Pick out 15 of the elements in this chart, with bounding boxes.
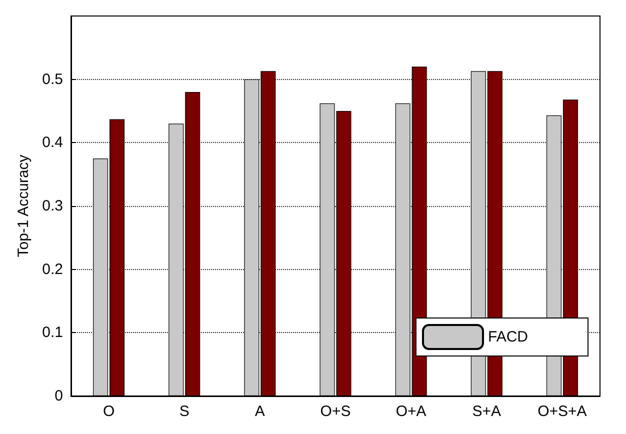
legend-label: FACD bbox=[488, 328, 528, 346]
y-tick-label: 0.2 bbox=[42, 260, 63, 278]
y-tick-label: 0.5 bbox=[42, 70, 63, 88]
x-tick-label: A bbox=[254, 403, 265, 420]
y-tick-label: 0.4 bbox=[42, 134, 63, 152]
x-tick-label: S bbox=[179, 403, 190, 420]
x-tick-label: S+A bbox=[472, 403, 502, 420]
x-tick-label: O+A bbox=[396, 403, 426, 420]
y-axis-title: Top-1 Accuracy bbox=[15, 154, 32, 258]
x-tick-label: O+S+A bbox=[538, 403, 587, 420]
x-tick-label: O bbox=[102, 403, 115, 420]
x-tick-label: O+S bbox=[320, 403, 351, 420]
y-tick-label: 0 bbox=[54, 388, 63, 404]
y-tick-label: 0.3 bbox=[42, 198, 63, 214]
y-tick-label: 0.1 bbox=[42, 324, 63, 342]
